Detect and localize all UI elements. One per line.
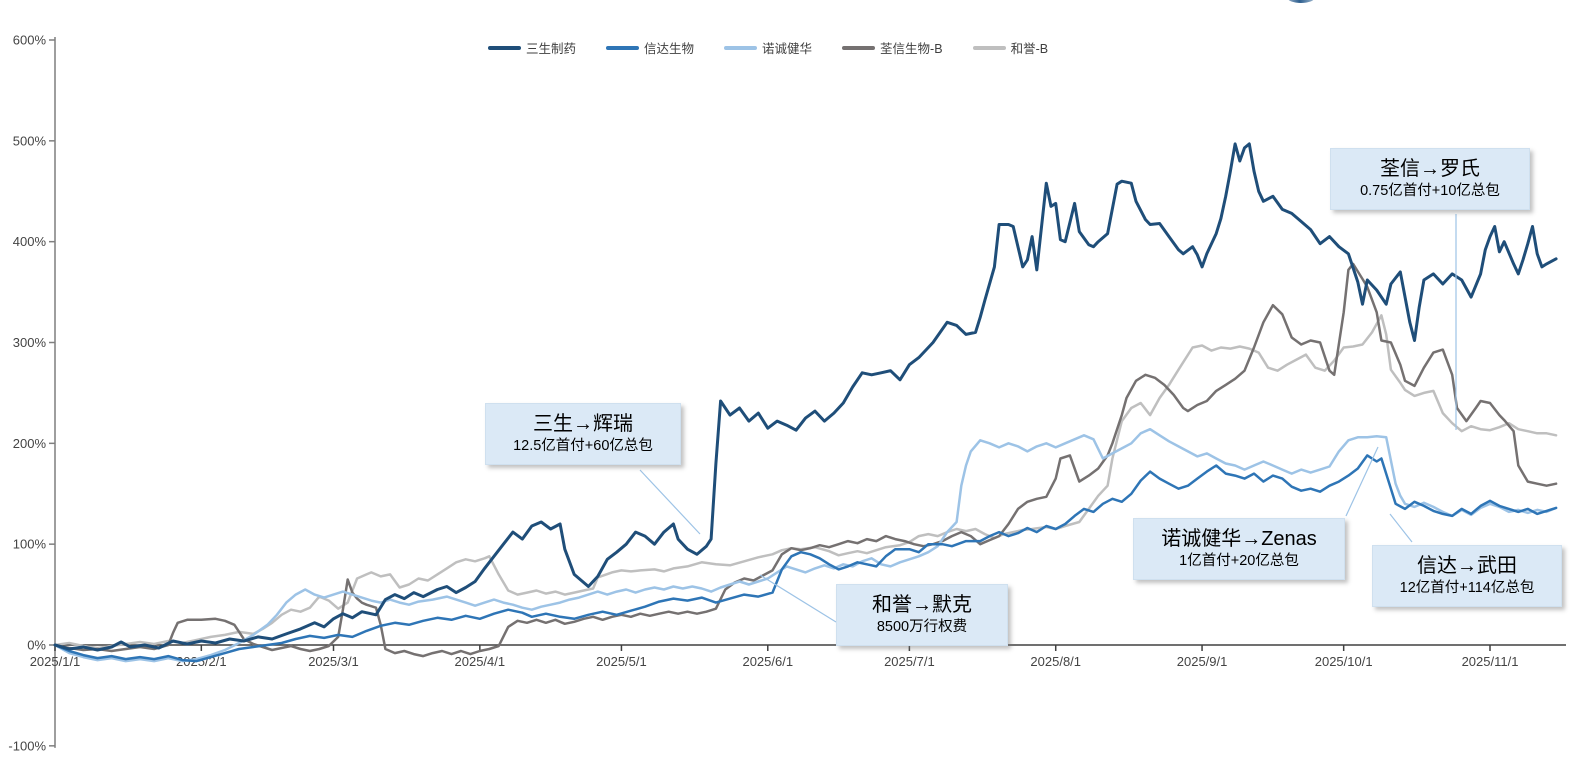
line-swatch-icon [488, 45, 521, 50]
x-tick-label: 2025/1/1 [30, 654, 81, 669]
annotation-quanxin-roche: 荃信→罗氏 0.75亿首付+10亿总包 [1330, 148, 1530, 210]
legend-label: 信达生物 [644, 42, 695, 56]
x-tick-label: 2025/3/1 [308, 654, 359, 669]
legend-label: 和誉-B [1010, 42, 1049, 56]
annotation-nuocheng-zenas: 诺诚健华→Zenas 1亿首付+20亿总包 [1133, 518, 1345, 580]
annotation-title: 诺诚健华→Zenas [1161, 528, 1317, 550]
series-line-信达生物 [53, 454, 1558, 663]
chart-legend: 三生制药 信达生物 诺诚健华 荃信生物-B 和誉-B [488, 38, 1048, 57]
annotation-subtitle: 8500万行权费 [876, 619, 968, 635]
series-line-诺诚健华 [53, 427, 1558, 663]
x-tick-label: 2025/8/1 [1030, 654, 1081, 669]
annotation-title: 和誉→默克 [872, 594, 972, 616]
y-tick-label: 200% [13, 436, 47, 451]
partial-logo-icon [1288, 0, 1314, 3]
x-tick-label: 2025/9/1 [1177, 654, 1228, 669]
legend-label: 三生制药 [526, 42, 577, 56]
annotation-subtitle: 0.75亿首付+10亿总包 [1360, 183, 1500, 199]
line-swatch-icon [724, 45, 758, 50]
y-tick-label: 600% [13, 33, 47, 48]
x-tick-label: 2025/7/1 [884, 654, 935, 669]
line-swatch-icon [842, 45, 876, 50]
y-tick-label: 0% [27, 638, 46, 653]
legend-label: 诺诚健华 [762, 42, 813, 56]
x-tick-label: 2025/11/1 [1462, 654, 1519, 669]
legend-label: 荃信生物-B [880, 42, 943, 56]
legend-item-quanxin: 荃信生物-B [842, 38, 943, 57]
legend-item-sansheng: 三生制药 [488, 38, 576, 57]
annotation-leader-line [639, 469, 701, 535]
annotation-title: 荃信→罗氏 [1380, 158, 1480, 180]
annotation-subtitle: 12.5亿首付+60亿总包 [513, 438, 653, 454]
annotation-leader-line [1389, 513, 1413, 543]
x-tick-label: 2025/6/1 [742, 654, 793, 669]
y-tick-label: 100% [13, 537, 47, 552]
x-tick-label: 2025/2/1 [176, 654, 227, 669]
annotation-xinda-takeda: 信达→武田 12亿首付+114亿总包 [1372, 545, 1562, 607]
y-tick-label: 400% [13, 234, 47, 249]
annotation-leader-line [759, 574, 837, 623]
x-tick-label: 2025/4/1 [455, 654, 506, 669]
x-tick-label: 2025/10/1 [1315, 654, 1373, 669]
y-tick-label: 500% [13, 133, 47, 148]
legend-item-xinda: 信达生物 [606, 38, 694, 57]
line-swatch-icon [606, 45, 640, 50]
annotation-title: 三生→辉瑞 [533, 413, 633, 435]
line-swatch-icon [972, 45, 1006, 50]
annotation-subtitle: 1亿首付+20亿总包 [1179, 553, 1299, 569]
series-line-三生制药 [53, 142, 1558, 652]
x-tick-label: 2025/5/1 [596, 654, 647, 669]
series-line-和誉-B [53, 314, 1558, 650]
annotation-sansheng-pfizer: 三生→辉瑞 12.5亿首付+60亿总包 [485, 403, 681, 465]
annotation-title: 信达→武田 [1417, 555, 1517, 577]
legend-item-heyu: 和誉-B [972, 38, 1049, 57]
annotation-leader-line [1345, 446, 1379, 517]
series-line-荃信生物-B [53, 262, 1558, 658]
legend-item-nuocheng: 诺诚健华 [724, 38, 812, 57]
annotation-heyu-merck: 和誉→默克 8500万行权费 [836, 584, 1008, 646]
y-tick-label: -100% [8, 738, 46, 753]
y-tick-label: 300% [13, 335, 47, 350]
annotation-subtitle: 12亿首付+114亿总包 [1399, 580, 1535, 596]
